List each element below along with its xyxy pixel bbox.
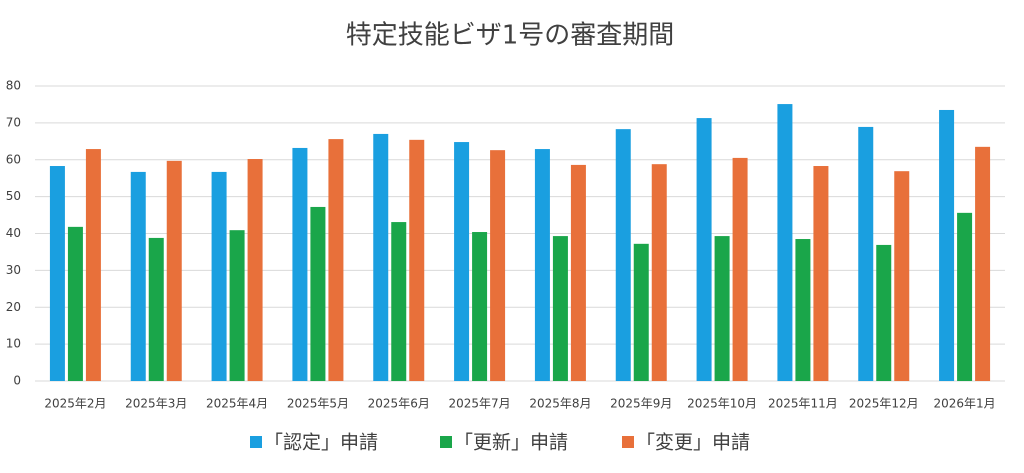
legend-marker	[622, 436, 634, 448]
bar	[292, 147, 308, 381]
x-tick-label: 2025年6月	[368, 397, 430, 411]
bar	[858, 126, 874, 382]
bar	[975, 146, 991, 381]
y-tick-label: 50	[6, 189, 21, 203]
x-tick-label: 2025年7月	[448, 397, 510, 411]
y-tick-label: 80	[6, 79, 21, 93]
x-tick-label: 2025年3月	[125, 397, 187, 411]
x-tick-label: 2025年8月	[529, 397, 591, 411]
x-tick-label: 2025年2月	[44, 397, 106, 411]
y-tick-label: 20	[6, 300, 21, 314]
bar	[813, 166, 829, 381]
bar	[409, 139, 425, 381]
bar	[166, 160, 182, 381]
y-tick-label: 0	[13, 374, 21, 388]
bar	[148, 237, 164, 381]
bar	[615, 129, 631, 381]
bar	[696, 118, 712, 382]
bar	[534, 149, 550, 381]
bar	[570, 164, 586, 381]
y-tick-label: 40	[6, 226, 21, 240]
legend-marker	[250, 436, 262, 448]
bar	[732, 157, 748, 381]
bar	[130, 171, 146, 381]
bar	[229, 230, 245, 381]
chart-title: 特定技能ビザ1号の審査期間	[346, 21, 675, 51]
bar	[490, 150, 506, 381]
bar	[939, 109, 955, 381]
bar	[328, 139, 344, 381]
bar	[85, 149, 101, 381]
bar	[49, 166, 65, 381]
x-tick-label: 2025年12月	[849, 397, 919, 411]
bar	[633, 243, 649, 381]
bar	[714, 236, 730, 381]
x-tick-label: 2026年1月	[933, 397, 995, 411]
bar	[552, 236, 568, 381]
x-tick-label: 2025年4月	[206, 397, 268, 411]
y-tick-label: 60	[6, 152, 21, 166]
legend-label: 「認定」申請	[264, 432, 378, 454]
y-tick-label: 10	[6, 337, 21, 351]
y-tick-label: 30	[6, 263, 21, 277]
bar	[957, 212, 973, 381]
bar	[472, 232, 488, 381]
bar	[211, 171, 227, 381]
bar	[894, 171, 910, 381]
bar	[777, 104, 793, 381]
bar	[876, 244, 892, 381]
bar	[795, 239, 811, 381]
x-tick-label: 2025年5月	[287, 397, 349, 411]
bar	[454, 142, 470, 381]
bar	[310, 206, 326, 381]
legend-marker	[440, 436, 452, 448]
bar	[247, 159, 263, 381]
x-tick-label: 2025年10月	[687, 397, 757, 411]
x-tick-label: 2025年11月	[768, 397, 838, 411]
y-tick-label: 70	[6, 115, 21, 129]
bar	[67, 226, 83, 381]
bar	[651, 164, 667, 381]
legend-label: 「更新」申請	[454, 432, 568, 454]
bar	[391, 222, 407, 381]
legend-label: 「変更」申請	[636, 432, 750, 454]
bar	[373, 133, 389, 381]
x-tick-label: 2025年9月	[610, 397, 672, 411]
